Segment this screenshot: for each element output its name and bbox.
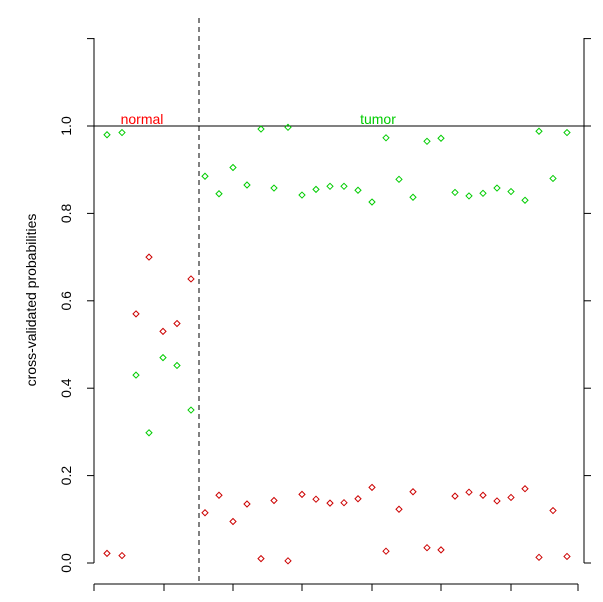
reference-lines	[94, 18, 584, 584]
tumor-point	[159, 353, 167, 362]
y-axis-label: cross-validated probabilities	[23, 214, 39, 387]
tumor-point	[479, 189, 487, 198]
tumor-point	[409, 193, 417, 201]
normal-point	[132, 310, 140, 318]
tumor-point	[493, 184, 501, 192]
normal-point	[354, 495, 362, 503]
tumor-point	[326, 182, 334, 191]
normal-point	[326, 499, 334, 507]
tumor-point	[451, 188, 459, 197]
tumor-point	[243, 181, 251, 189]
normal-point	[201, 509, 209, 517]
normal-point	[312, 495, 320, 503]
tumor-point	[340, 182, 348, 191]
tumor-point	[563, 128, 571, 137]
normal-point	[173, 319, 181, 328]
group-label-normal: normal	[121, 111, 164, 127]
normal-point	[423, 543, 431, 552]
normal-point	[395, 505, 403, 513]
tumor-point	[257, 125, 265, 133]
tumor-point	[507, 187, 515, 196]
data-points	[103, 123, 571, 565]
normal-point	[479, 491, 487, 499]
y-tick-label: 1.0	[58, 116, 74, 136]
y-tick-label: 0.6	[58, 291, 74, 311]
normal-point	[437, 546, 445, 554]
tumor-point	[354, 186, 362, 194]
tumor-point	[103, 131, 111, 139]
tumor-point	[298, 191, 306, 199]
normal-point	[284, 557, 292, 565]
tumor-point	[132, 371, 140, 379]
normal-point	[409, 488, 417, 496]
normal-point	[465, 488, 473, 496]
normal-point	[298, 490, 306, 499]
y-tick-label: 0.0	[58, 553, 74, 573]
normal-point	[507, 493, 515, 502]
normal-point	[145, 253, 153, 261]
tumor-point	[270, 184, 278, 192]
tumor-point	[201, 172, 209, 180]
normal-point	[187, 275, 195, 283]
tumor-point	[382, 134, 390, 142]
normal-point	[493, 497, 501, 505]
tumor-point	[549, 174, 557, 183]
tumor-point	[368, 198, 376, 206]
group-labels: normal tumor	[121, 111, 397, 127]
tumor-point	[312, 185, 320, 194]
normal-point	[368, 483, 376, 492]
tumor-point	[437, 134, 445, 142]
tumor-point	[284, 123, 292, 132]
y-tick-label: 0.2	[58, 466, 74, 486]
group-label-tumor: tumor	[360, 111, 396, 127]
tumor-point	[187, 406, 195, 414]
tumor-point	[521, 196, 529, 204]
normal-point	[535, 553, 543, 562]
normal-point	[521, 485, 529, 493]
y-tick-label: 0.4	[58, 378, 74, 398]
tumor-point	[173, 361, 181, 370]
tumor-point	[395, 175, 403, 184]
normal-point	[215, 491, 223, 499]
normal-point	[243, 500, 251, 508]
normal-point	[549, 506, 557, 515]
normal-point	[382, 547, 390, 555]
tumor-point	[423, 137, 431, 146]
tumor-point	[145, 429, 153, 437]
y-tick-label: 0.8	[58, 203, 74, 223]
normal-point	[118, 551, 126, 560]
normal-point	[229, 517, 237, 526]
normal-point	[159, 327, 167, 336]
normal-point	[563, 552, 571, 561]
normal-point	[451, 492, 459, 500]
normal-point	[270, 496, 278, 505]
normal-point	[103, 549, 111, 558]
tumor-point	[535, 127, 543, 135]
normal-point	[340, 498, 348, 507]
tumor-point	[118, 128, 126, 137]
tumor-point	[215, 190, 223, 198]
tumor-point	[465, 192, 473, 200]
tumor-point	[229, 163, 237, 172]
normal-point	[257, 554, 265, 563]
